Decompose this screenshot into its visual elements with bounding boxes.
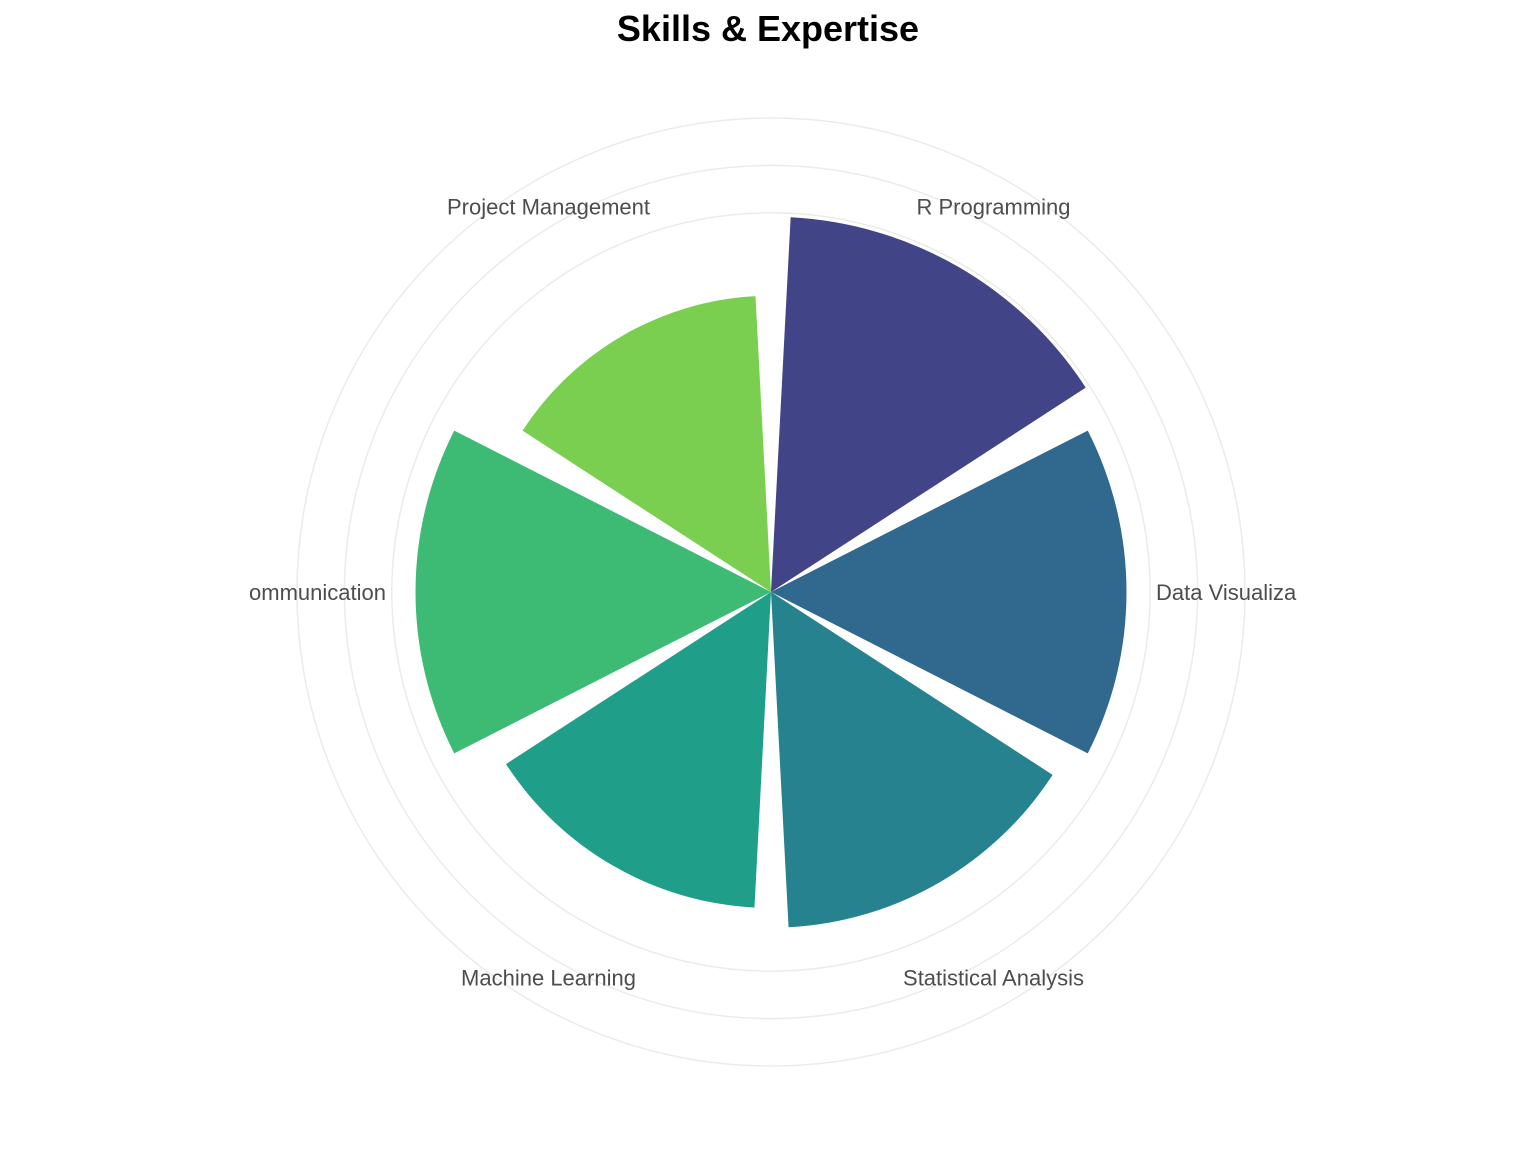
- bars: [415, 217, 1127, 928]
- bar-statistical-analysis: [771, 592, 1053, 928]
- category-labels: R Programming Data Visualiza Statistical A…: [249, 195, 1297, 991]
- grid-ring-2: [343, 164, 1199, 1020]
- category-label: Statistical Analysis: [903, 965, 1084, 990]
- grid-ring-1: [391, 212, 1151, 972]
- grid-rings: [296, 117, 1246, 1067]
- bar-data-visualiza: [771, 430, 1127, 754]
- bar-r-programming: [771, 217, 1086, 592]
- category-label: Project Management: [447, 195, 650, 220]
- grid-ring-3: [296, 117, 1246, 1067]
- category-label: Data Visualiza: [1156, 580, 1297, 605]
- bar-ommunication: [415, 430, 771, 754]
- bar-machine-learning: [505, 592, 771, 908]
- category-label: ommunication: [249, 580, 386, 605]
- bar-project-management: [522, 296, 771, 592]
- category-label: Machine Learning: [461, 965, 636, 990]
- chart-title: Skills & Expertise: [616, 8, 920, 49]
- category-label: R Programming: [916, 195, 1070, 220]
